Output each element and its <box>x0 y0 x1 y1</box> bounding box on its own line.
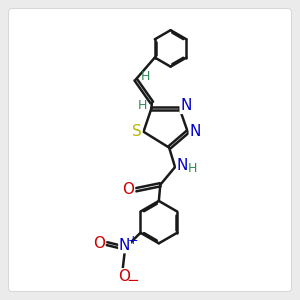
Text: O: O <box>122 182 134 197</box>
Text: O: O <box>93 236 105 250</box>
Text: H: H <box>140 70 150 83</box>
Text: −: − <box>127 273 140 288</box>
Text: H: H <box>188 162 197 175</box>
Text: O: O <box>118 269 130 284</box>
Text: N: N <box>177 158 188 173</box>
Text: H: H <box>138 99 147 112</box>
Text: +: + <box>127 234 138 247</box>
Text: S: S <box>132 124 142 139</box>
FancyBboxPatch shape <box>9 9 291 291</box>
Text: N: N <box>119 238 130 253</box>
Text: N: N <box>180 98 192 113</box>
Text: N: N <box>189 124 201 139</box>
